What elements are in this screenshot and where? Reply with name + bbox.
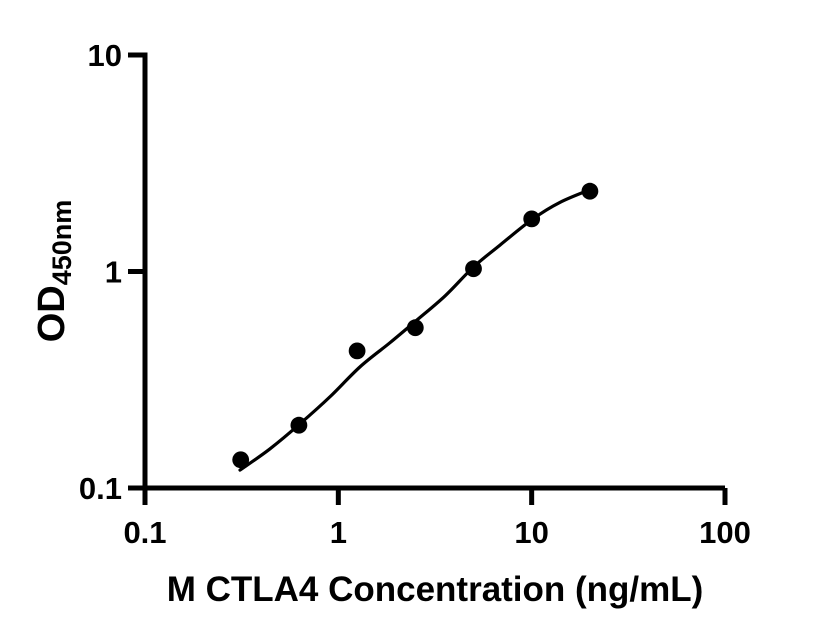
axes (142, 52, 725, 491)
data-point (523, 210, 541, 228)
x-axis-title: M CTLA4 Concentration (ng/mL) (167, 570, 704, 609)
y-axis-title-main: OD (31, 285, 73, 342)
x-tick-label: 0.1 (123, 515, 166, 550)
x-axis-ticks (142, 488, 728, 505)
y-tick-label: 1 (105, 255, 122, 290)
y-axis-title-subscript: 450nm (47, 200, 77, 286)
data-point (232, 451, 250, 469)
x-tick-label: 100 (699, 515, 751, 550)
x-axis-tick-labels: 0.1 1 10 100 (123, 515, 750, 550)
y-axis-ticks (128, 52, 145, 491)
y-axis-tick-labels: 0.1 1 10 (79, 38, 122, 506)
data-point (348, 342, 366, 360)
x-tick-label: 1 (330, 515, 347, 550)
data-point (581, 182, 599, 200)
data-point (290, 416, 308, 434)
y-tick-label: 10 (88, 38, 122, 73)
x-tick-label: 10 (514, 515, 548, 550)
data-point (406, 319, 424, 337)
data-point (465, 260, 482, 278)
data-points (232, 182, 599, 469)
y-axis-title: OD450nm (31, 200, 77, 343)
y-tick-label: 0.1 (79, 471, 122, 506)
